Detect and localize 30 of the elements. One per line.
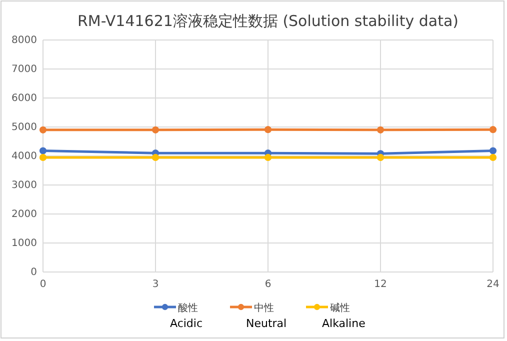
point — [264, 154, 272, 162]
point — [39, 147, 47, 154]
y-tick-label: 2000 — [12, 209, 37, 220]
x-tick-label: 6 — [264, 279, 272, 290]
y-tick-label: 6000 — [12, 93, 37, 104]
y-tick-label: 4000 — [12, 151, 37, 162]
point — [152, 126, 160, 134]
x-tick-label: 12 — [374, 279, 387, 290]
y-tick-label: 1000 — [12, 238, 37, 250]
point — [39, 154, 47, 162]
x-tick-label: 24 — [486, 279, 500, 290]
legend-label: 中性 Neutral — [246, 302, 287, 330]
y-tick-label: 7000 — [12, 64, 37, 76]
x-tick-label: 3 — [152, 279, 159, 290]
point — [39, 126, 47, 134]
point — [152, 154, 160, 162]
y-tick-label: 8000 — [12, 35, 37, 46]
y-tick-label: 5000 — [12, 122, 37, 134]
legend-label: 碱性 Alkaline — [322, 302, 366, 330]
y-tick-label: 0 — [30, 267, 37, 278]
point — [376, 126, 384, 134]
point — [489, 147, 497, 154]
chart-title: RM-V141621溶液稳定性数据 (Solution stability data) — [78, 12, 458, 30]
x-tick-label: 0 — [40, 279, 46, 290]
point — [489, 126, 497, 134]
legend-label: 酸性 Acidic — [170, 302, 203, 330]
point — [376, 154, 384, 162]
point — [264, 126, 272, 134]
y-tick-label: 3000 — [12, 180, 37, 192]
point — [489, 154, 497, 162]
